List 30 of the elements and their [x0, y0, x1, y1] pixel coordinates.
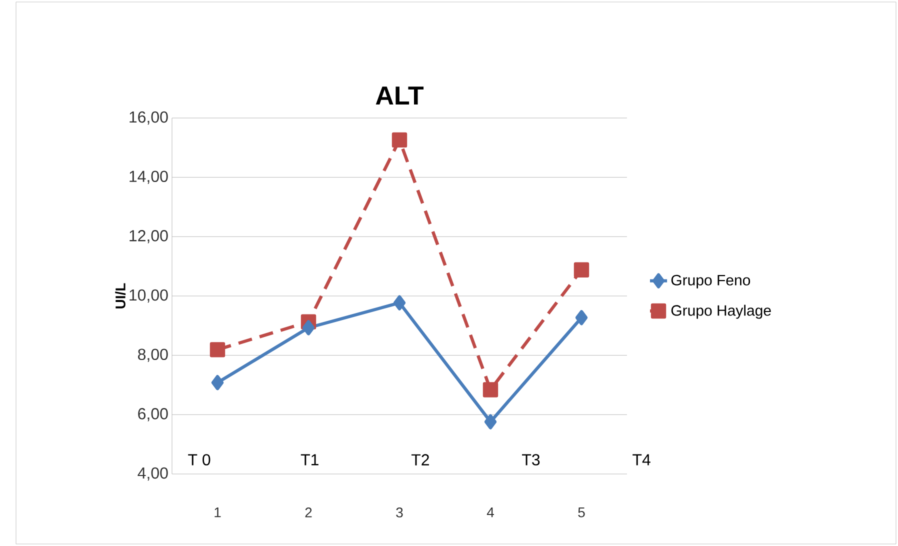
y-tick-label: 16,00 [130, 111, 168, 125]
y-tick-label: 14,00 [130, 170, 168, 184]
point [575, 310, 588, 326]
annotation: T 0 [188, 454, 210, 466]
y-tick-label: 4,00 [138, 467, 168, 481]
x-tick-label: 5 [578, 508, 585, 518]
annotation: T2 [411, 454, 429, 466]
legend-label: Grupo Haylage [671, 304, 771, 319]
point [393, 295, 406, 310]
chart-title: ALT [376, 86, 424, 104]
annotation: T1 [300, 454, 318, 466]
y-tick-label: 6,00 [138, 408, 168, 422]
y-tick-label: 10,00 [130, 289, 168, 303]
x-tick-label: 3 [396, 508, 403, 518]
y-tick-label: 8,00 [138, 348, 168, 362]
point [574, 262, 590, 278]
y-axis-title: UI/L [115, 283, 126, 308]
x-tick-label: 4 [486, 508, 494, 518]
annotation: T3 [522, 454, 540, 466]
x-tick-label: 1 [214, 508, 221, 518]
point [392, 132, 408, 148]
text: T4 [632, 454, 650, 466]
y-tick-label: 12,00 [130, 230, 168, 244]
point [482, 382, 498, 398]
x-tick-label: 2 [305, 508, 312, 518]
point [484, 414, 497, 430]
legend-label: Grupo Feno [671, 274, 750, 288]
point [210, 342, 226, 358]
point [302, 320, 315, 336]
point [211, 375, 224, 390]
